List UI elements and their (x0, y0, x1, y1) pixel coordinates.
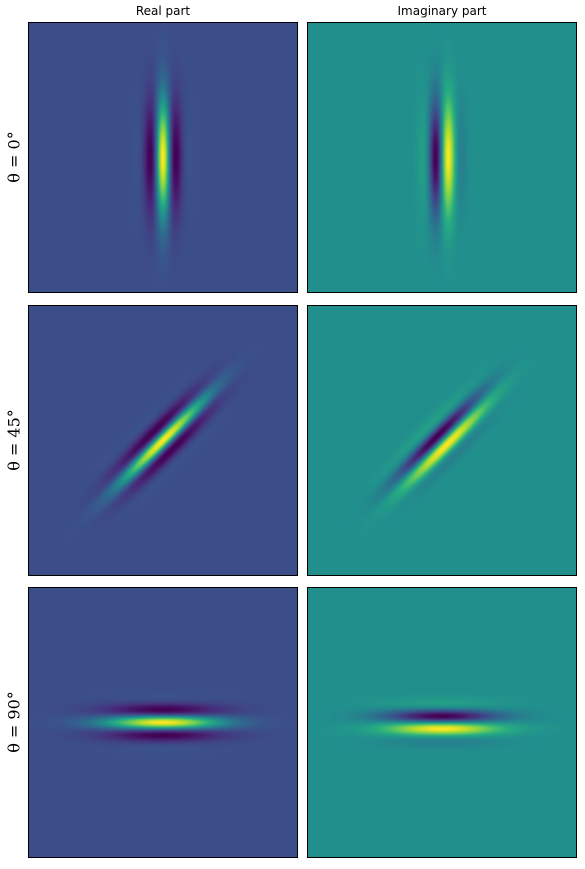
heatmap-theta-0-imaginary (308, 23, 576, 292)
panel-theta-90-imaginary (307, 587, 577, 858)
heatmap-theta-45-imaginary (308, 306, 576, 575)
heatmap-theta-90-imaginary (308, 588, 576, 857)
panel-theta-90-real (28, 587, 298, 858)
panel-theta-45-imaginary (307, 305, 577, 576)
heatmap-theta-90-real (29, 588, 297, 857)
panel-theta-45-real (28, 305, 298, 576)
heatmap-theta-45-real (29, 306, 297, 575)
panel-theta-0-real (28, 22, 298, 293)
col-title-real: Real part (135, 4, 191, 18)
col-title-imaginary: Imaginary part (397, 4, 487, 18)
heatmap-theta-0-real (29, 23, 297, 292)
panel-theta-0-imaginary (307, 22, 577, 293)
